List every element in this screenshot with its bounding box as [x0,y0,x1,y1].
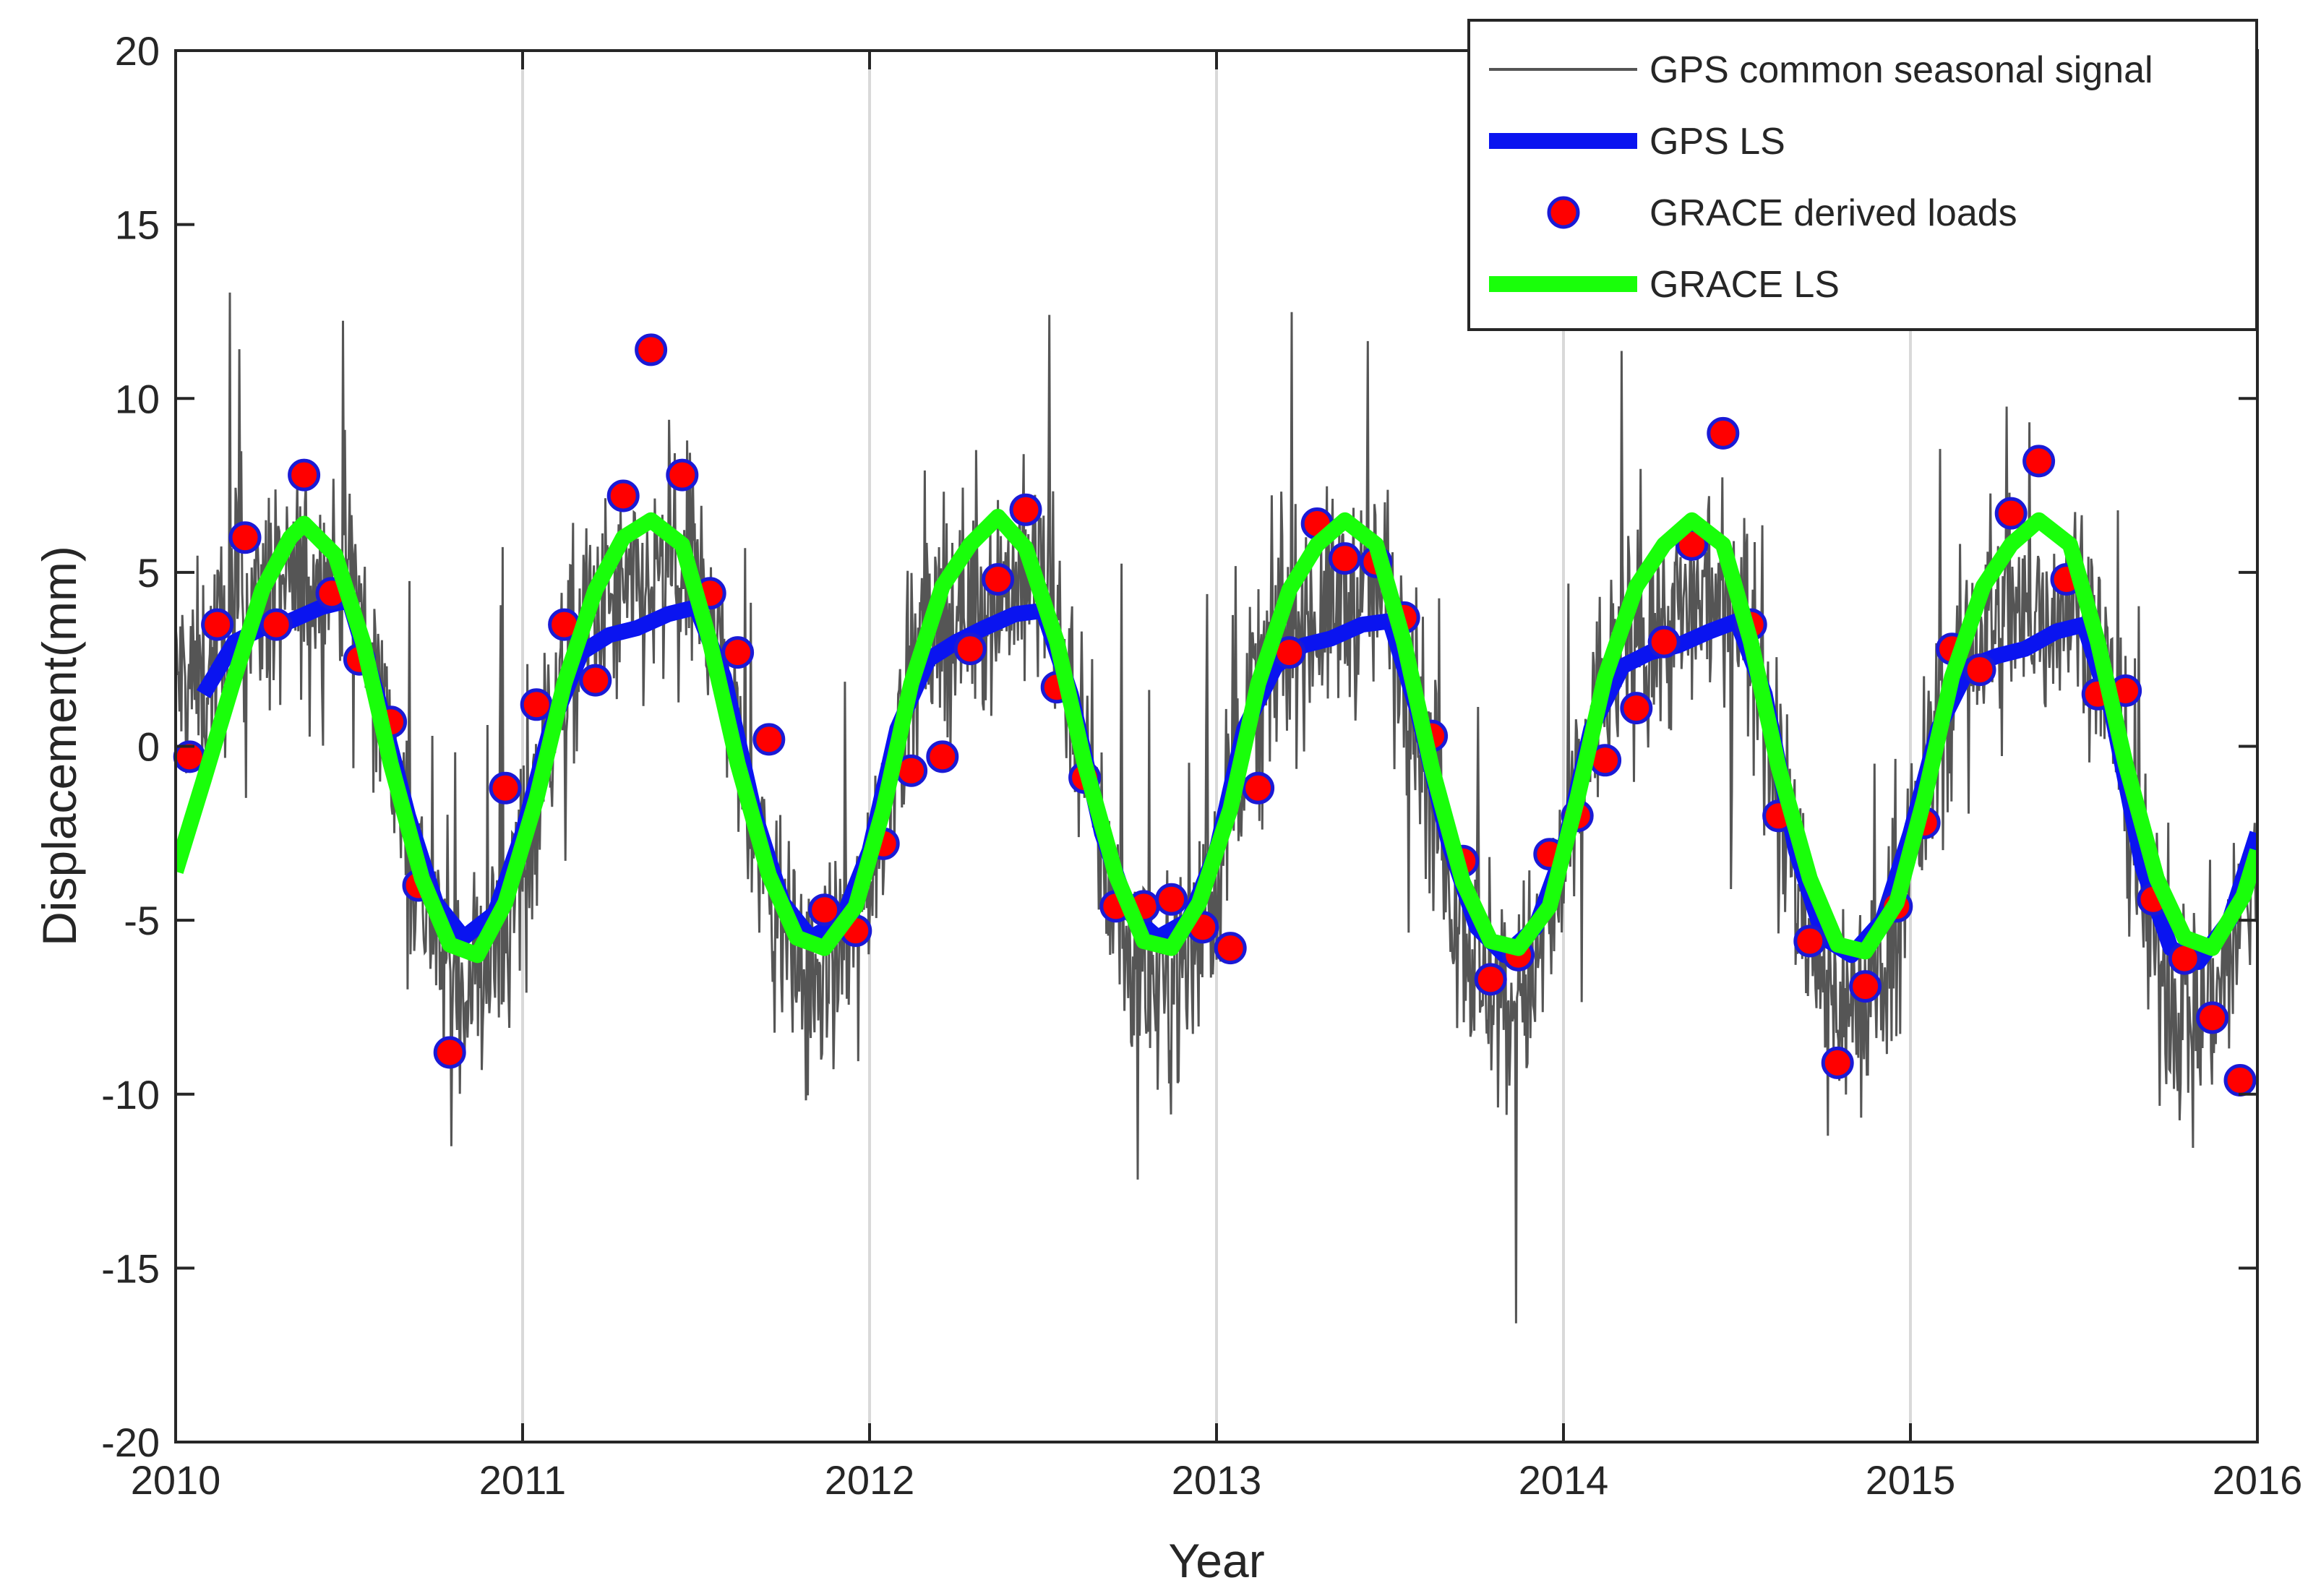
x-axis-title: Year [1168,1534,1264,1587]
grace-point [1793,924,1827,958]
grace-ls-line [176,508,2257,964]
grace-point [1647,625,1681,658]
grace-point [1849,970,1882,1003]
legend-swatch-grace-points [1547,196,1580,229]
grace-point [606,479,640,512]
y-tick-label: 20 [115,28,160,74]
y-axis-title: Displacement(mm) [33,546,86,946]
grace-point [808,893,841,927]
legend-label-grace-points: GRACE derived loads [1649,192,2017,234]
grace-point [953,632,987,666]
grace-point [1214,932,1247,965]
legend-label-grace-ls: GRACE LS [1649,264,1840,306]
grace-point [579,664,612,697]
y-tick-label: -5 [124,898,160,943]
x-tick-label: 2010 [131,1457,221,1503]
legend-label-gps-ls: GPS LS [1649,121,1785,163]
grace-point [1009,493,1042,526]
y-tick-label: -10 [101,1072,160,1117]
grace-point [1155,883,1188,916]
y-tick-label: 10 [115,376,160,421]
legend-label-gps-signal: GPS common seasonal signal [1649,49,2153,91]
grace-point [1821,1046,1854,1079]
y-tick-label: -20 [101,1420,160,1465]
grace-point [259,608,293,641]
x-tick-label: 2014 [1519,1457,1609,1503]
grace-point [520,688,553,721]
grace-point [635,333,668,366]
grace-point [926,740,959,773]
grace-point [228,521,262,554]
x-tick-label: 2011 [479,1457,566,1503]
grace-point [1707,416,1740,450]
grace-point [1620,692,1653,725]
grace-point [288,458,321,492]
grace-ls-series [176,508,2257,964]
grace-point [1242,771,1275,805]
grace-point [433,1036,466,1069]
x-tick-label: 2016 [2213,1457,2303,1503]
x-tick-labels: 2010 2011 2012 2013 2014 2015 2016 [131,1457,2303,1503]
grace-point [2223,1064,2257,1097]
grace-point [2022,445,2056,478]
legend: GPS common seasonal signal GPS LS GRACE … [1467,19,2258,331]
y-tick-label: 5 [137,550,160,596]
x-tick-label: 2013 [1172,1457,1262,1503]
grace-point [721,636,755,669]
grace-point [982,563,1015,596]
y-tick-label: 15 [115,202,160,248]
grace-point [1994,497,2028,530]
grace-point [2196,1001,2229,1034]
grace-point [201,608,234,641]
grace-point [1963,653,1996,687]
x-tick-label: 2012 [825,1457,915,1503]
grace-point [1329,542,1362,575]
axis-ticks [174,49,2259,1443]
grace-point [1474,963,1507,996]
x-tick-label: 2015 [1866,1457,1956,1503]
y-tick-label: -15 [101,1245,160,1291]
grace-point [752,723,786,756]
y-tick-label: 0 [137,724,160,770]
grace-point [489,771,522,805]
grace-point [666,458,699,492]
y-tick-labels: -20 -15 -10 -5 0 5 10 15 20 [101,28,160,1465]
